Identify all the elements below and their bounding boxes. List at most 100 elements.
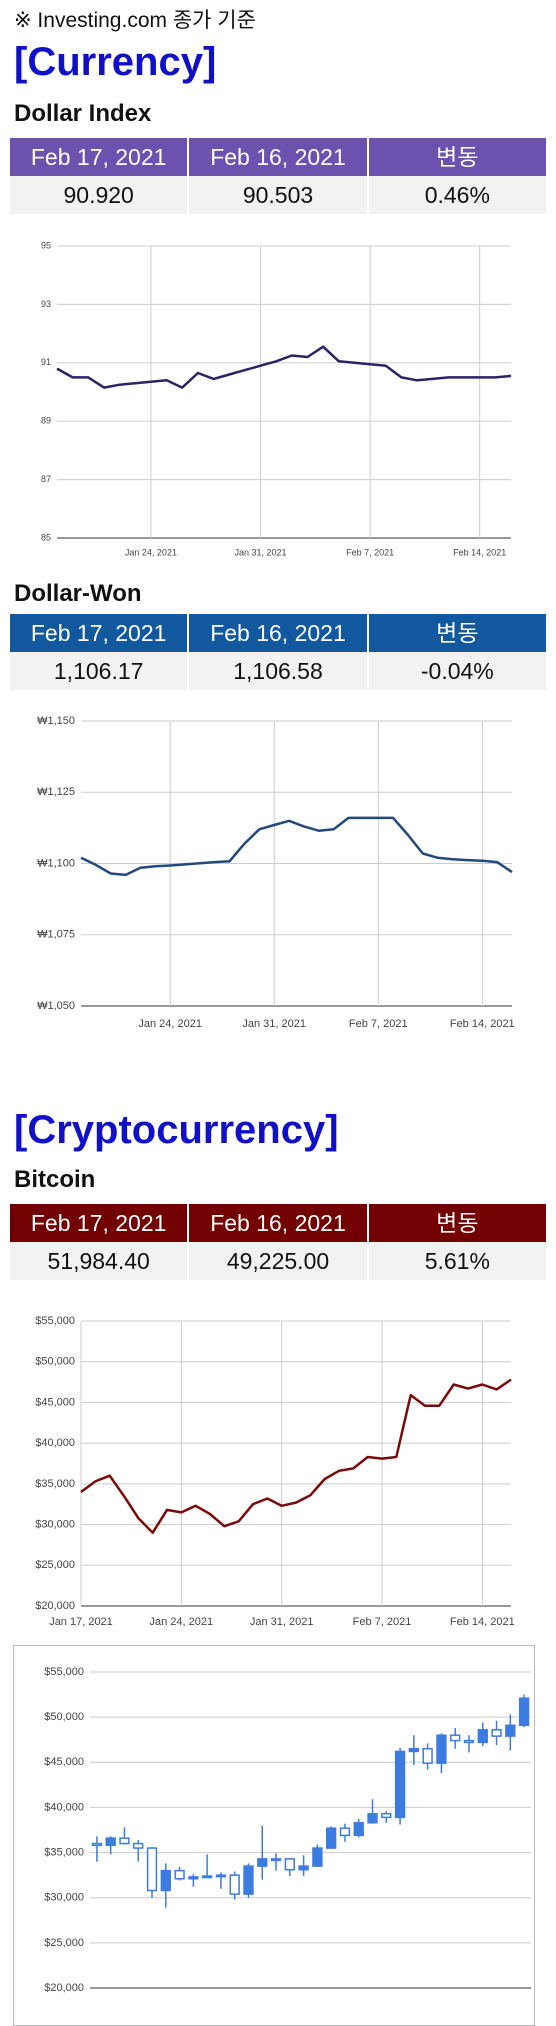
y-tick-label: $50,000 [44,1711,84,1723]
y-tick-label: $30,000 [44,1892,84,1904]
y-tick-label: $55,000 [44,1666,84,1678]
y-tick-label: $45,000 [35,1396,75,1408]
candle-body [243,1865,254,1895]
y-tick-label: $50,000 [35,1356,75,1368]
y-tick-label: $40,000 [44,1801,84,1813]
chart: $20,000 $25,000 $30,000 $35,000 $40,000 $45,0… [13,1645,535,2026]
candle-body [367,1812,378,1824]
header-cell: 변동 [368,1204,546,1242]
header-cell: Feb 17, 2021 [10,614,188,652]
x-tick-label: Jan 17, 2021 [49,1616,113,1628]
x-tick-label: Jan 24, 2021 [138,1018,202,1030]
header-row: Feb 17, 2021 Feb 16, 2021 변동 [10,614,546,652]
x-tick-label: Feb 7, 2021 [346,547,394,557]
y-tick-label: ₩1,075 [37,929,75,941]
header-cell: 변동 [368,138,546,176]
candle-body [188,1876,199,1880]
y-tick-label: ₩1,150 [37,715,75,727]
y-tick-label: ₩1,125 [37,786,75,798]
y-tick-label: 91 [41,357,51,367]
candle-body [312,1847,323,1867]
value-cell: -0.04% [368,652,546,690]
candle-body [298,1865,309,1871]
value-cell: 1,106.17 [10,652,188,690]
x-tick-label: Feb 7, 2021 [353,1616,412,1628]
value-cell: 5.61% [368,1242,546,1280]
candle-body [201,1875,213,1879]
x-tick-label: Jan 31, 2021 [250,1616,314,1628]
x-tick-label: Feb 14, 2021 [450,1616,515,1628]
y-tick-label: $25,000 [44,1937,84,1949]
header-cell: Feb 16, 2021 [189,614,367,652]
candle-body [105,1837,116,1847]
candle-body [119,1837,130,1845]
candle-body [463,1739,475,1744]
candle-body [436,1734,447,1764]
candle-body [215,1874,227,1878]
y-tick-label: $20,000 [44,1982,84,1994]
candle-body [477,1729,488,1744]
value-cell: 51,984.40 [10,1242,188,1280]
value-row: 1,106.17 1,106.58 -0.04% [10,652,546,690]
candle-body [450,1734,461,1742]
header-cell: Feb 17, 2021 [10,1204,188,1242]
candle-body [133,1842,144,1849]
y-tick-label: $35,000 [35,1478,75,1490]
y-tick-label: $40,000 [35,1437,75,1449]
table-title: Bitcoin [14,1166,96,1193]
value-cell: 0.46% [368,176,546,214]
value-row: 51,984.40 49,225.00 5.61% [10,1242,546,1280]
header-cell: Feb 17, 2021 [10,138,188,176]
value-cell: 49,225.00 [189,1242,367,1280]
value-cell: 90.503 [189,176,367,214]
section-title: [Currency] [14,40,217,84]
y-tick-label: $30,000 [35,1518,75,1530]
quote-table: Feb 17, 2021 Feb 16, 2021 변동 1,106.17 1,106.… [10,614,546,690]
candle-body [408,1747,420,1753]
value-cell: 90.920 [10,176,188,214]
candle-body [270,1858,282,1862]
y-tick-label: ₩1,050 [37,1000,75,1012]
y-tick-label: 89 [41,416,51,426]
chart: 85 87 89 91 93 95 Jan 24, 2021 Jan 31, 2021 Feb … [41,240,512,557]
candle-body [257,1858,268,1867]
data-line [56,345,512,389]
x-tick-label: Feb 7, 2021 [349,1018,408,1030]
source-note: ※ Investing.com 종가 기준 [14,9,256,32]
candle-body [505,1724,516,1737]
candle-body [339,1827,351,1837]
y-tick-label: 95 [41,240,51,250]
table-title: Dollar-Won [14,580,142,607]
y-tick-label: 85 [41,532,51,542]
header-row: Feb 17, 2021 Feb 16, 2021 변동 [10,138,546,176]
quote-table: Feb 17, 2021 Feb 16, 2021 변동 90.920 90.503 0.… [10,138,546,214]
x-tick-label: Feb 14, 2021 [450,1018,515,1030]
y-tick-label: $25,000 [35,1559,75,1571]
header-cell: 변동 [368,614,546,652]
quote-table: Feb 17, 2021 Feb 16, 2021 변동 51,984.40 49,22… [10,1204,546,1280]
candle-body [284,1858,295,1871]
y-tick-label: $45,000 [44,1756,84,1768]
x-tick-label: Jan 31, 2021 [234,547,286,557]
candle-body [229,1874,240,1895]
candle-body [422,1747,433,1764]
header-cell: Feb 16, 2021 [189,138,367,176]
y-tick-label: $35,000 [44,1846,84,1858]
candle-body [381,1812,392,1819]
section-title: [Cryptocurrency] [14,1108,339,1152]
x-tick-label: Feb 14, 2021 [453,547,506,557]
candle-body [160,1869,171,1892]
value-cell: 1,106.58 [189,652,367,690]
y-tick-label: ₩1,100 [37,857,75,869]
x-tick-label: Jan 24, 2021 [150,1616,214,1628]
header-cell: Feb 16, 2021 [189,1204,367,1242]
chart: ₩1,050 ₩1,075 ₩1,100 ₩1,125 ₩1,150 Jan 24, 20… [37,715,515,1030]
data-line [80,816,513,877]
header-row: Feb 17, 2021 Feb 16, 2021 변동 [10,1204,546,1242]
candle-body [91,1842,103,1847]
x-tick-label: Jan 24, 2021 [125,547,177,557]
y-tick-label: 93 [41,299,51,309]
x-tick-label: Jan 31, 2021 [242,1018,306,1030]
chart: $20,000 $25,000 $30,000 $35,000 $40,000 $45,0… [35,1315,515,1628]
